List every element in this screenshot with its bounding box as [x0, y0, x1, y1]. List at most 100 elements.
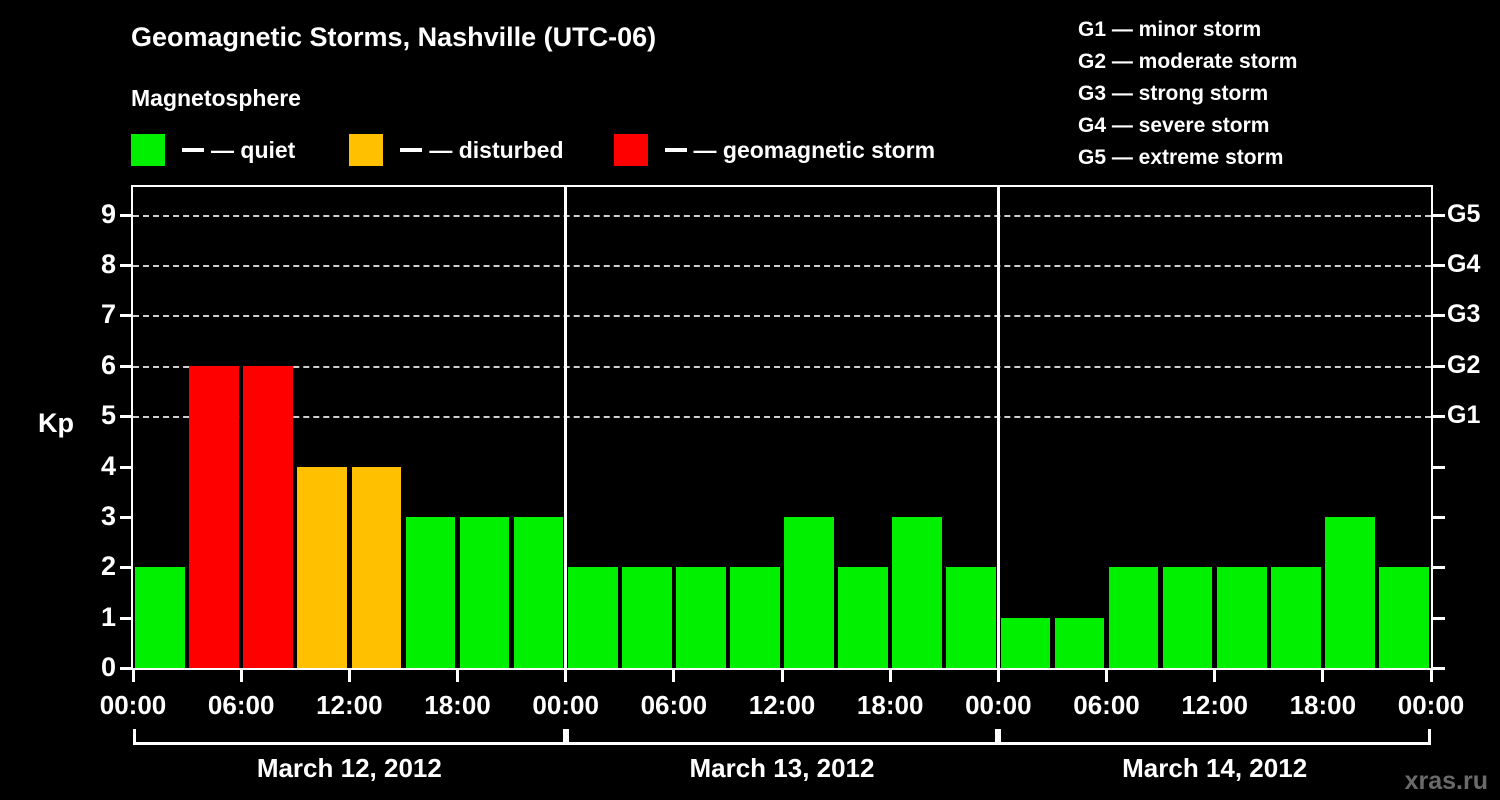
x-tick-mark [131, 670, 135, 682]
g-tick-label-g3: G3 [1447, 300, 1481, 329]
x-tick-mark [456, 670, 459, 682]
bar [135, 567, 185, 668]
day-separator [564, 187, 568, 668]
legend: — quiet — disturbed — geomagnetic storm [131, 132, 935, 168]
g-scale-key: G1 — minor storm G2 — moderate storm G3 … [1078, 14, 1297, 174]
g-tick-mark-g3 [1433, 314, 1445, 318]
x-tick-label: 12:00 [316, 690, 383, 720]
y-tick-mark-0 [120, 667, 131, 670]
bar [1325, 516, 1375, 668]
y-tick-label-4: 4 [100, 450, 116, 481]
date-label: March 12, 2012 [256, 753, 442, 783]
x-tick-mark [347, 670, 351, 682]
y-tick-mark-6 [120, 364, 131, 368]
y-tick-mark-8 [120, 264, 131, 268]
y-tick-mark-1 [120, 616, 131, 620]
y-tick-mark-5 [120, 415, 131, 419]
date-label: March 13, 2012 [689, 753, 875, 783]
legend-swatch-storm [613, 134, 648, 166]
g-tick-mark-g1 [1433, 415, 1445, 419]
g-key-line-g3: G3 — strong storm [1078, 82, 1269, 105]
gridline-kp-7 [133, 315, 1431, 318]
bar [513, 516, 564, 668]
g-minor-tick-kp-1 [1433, 616, 1445, 620]
x-tick-label: 00:00 [532, 690, 599, 720]
g-minor-tick-kp-3 [1433, 515, 1445, 519]
day-separator [996, 187, 1000, 668]
bar [676, 567, 726, 668]
bar [1054, 617, 1105, 668]
bar [838, 567, 888, 668]
x-tick-label: 06:00 [207, 690, 275, 720]
y-tick-mark-2 [120, 566, 131, 570]
g-tick-mark-g2 [1433, 364, 1445, 368]
g-key-line-g2: G2 — moderate storm [1078, 50, 1298, 73]
bar [243, 365, 294, 668]
bar [621, 567, 672, 668]
y-tick-label-0: 0 [100, 652, 116, 682]
legend-heading: Magnetosphere [131, 85, 301, 111]
bar [297, 466, 348, 668]
bar [351, 466, 402, 668]
x-tick-label: 18:00 [424, 690, 491, 720]
x-tick-label: 18:00 [856, 690, 924, 720]
bar [189, 365, 239, 668]
y-tick-label-9: 9 [100, 198, 116, 229]
g-key-line-g1: G1 — minor storm [1078, 18, 1262, 41]
date-bracket [998, 729, 1431, 745]
g-minor-tick-kp-0 [1433, 667, 1445, 670]
gridline-kp-8 [133, 265, 1431, 268]
g-minor-tick-kp-4 [1433, 465, 1445, 469]
legend-item-storm: — geomagnetic storm [613, 132, 936, 168]
legend-label-storm: — geomagnetic storm [693, 136, 936, 163]
y-tick-mark-4 [120, 465, 131, 469]
y-tick-label-5: 5 [100, 400, 116, 431]
g-key-line-g5: G5 — extreme storm [1078, 146, 1284, 169]
page-title: Geomagnetic Storms, Nashville (UTC-06) [131, 22, 657, 52]
x-tick-mark [780, 670, 784, 682]
g-tick-label-g5: G5 [1447, 199, 1481, 228]
g-tick-label-g2: G2 [1447, 350, 1481, 379]
x-tick-mark [888, 670, 892, 682]
legend-swatch-quiet [131, 134, 165, 166]
bar [784, 516, 834, 668]
g-key-line-g4: G4 — severe storm [1078, 114, 1270, 137]
g-tick-label-g1: G1 [1447, 401, 1481, 430]
y-tick-label-2: 2 [100, 551, 116, 582]
x-tick-mark [239, 670, 243, 682]
y-axis-title: Kp [38, 408, 74, 438]
legend-dash-icon [664, 148, 687, 152]
x-tick-mark [564, 670, 568, 682]
bar [1162, 567, 1213, 668]
bar [1270, 567, 1321, 668]
plot-area [131, 185, 1433, 670]
date-bracket [565, 729, 999, 745]
gridline-kp-9 [133, 214, 1431, 217]
gridline-kp-5 [133, 416, 1431, 419]
date-label: March 14, 2012 [1122, 753, 1308, 783]
bar [567, 567, 618, 668]
bar [405, 516, 456, 668]
x-tick-label: 12:00 [1181, 690, 1248, 720]
x-tick-label: 00:00 [99, 690, 167, 720]
x-tick-mark [672, 670, 676, 682]
legend-swatch-disturbed [349, 134, 384, 166]
bar [1379, 567, 1429, 668]
gridline-kp-6 [133, 365, 1431, 368]
bar [459, 516, 510, 668]
legend-item-quiet: — quiet [131, 132, 295, 168]
bar [946, 567, 997, 668]
x-tick-mark [1105, 670, 1108, 682]
x-tick-label: 12:00 [748, 690, 816, 720]
y-tick-mark-7 [120, 314, 131, 318]
x-tick-mark [1429, 670, 1433, 682]
y-tick-mark-9 [120, 213, 131, 217]
watermark: xras.ru [1404, 767, 1488, 795]
legend-label-quiet: — quiet [211, 136, 296, 163]
y-tick-label-6: 6 [100, 349, 116, 380]
bar [1000, 617, 1051, 668]
g-tick-mark-g4 [1433, 264, 1445, 268]
x-tick-mark [996, 670, 1000, 682]
x-tick-label: 18:00 [1289, 690, 1357, 720]
